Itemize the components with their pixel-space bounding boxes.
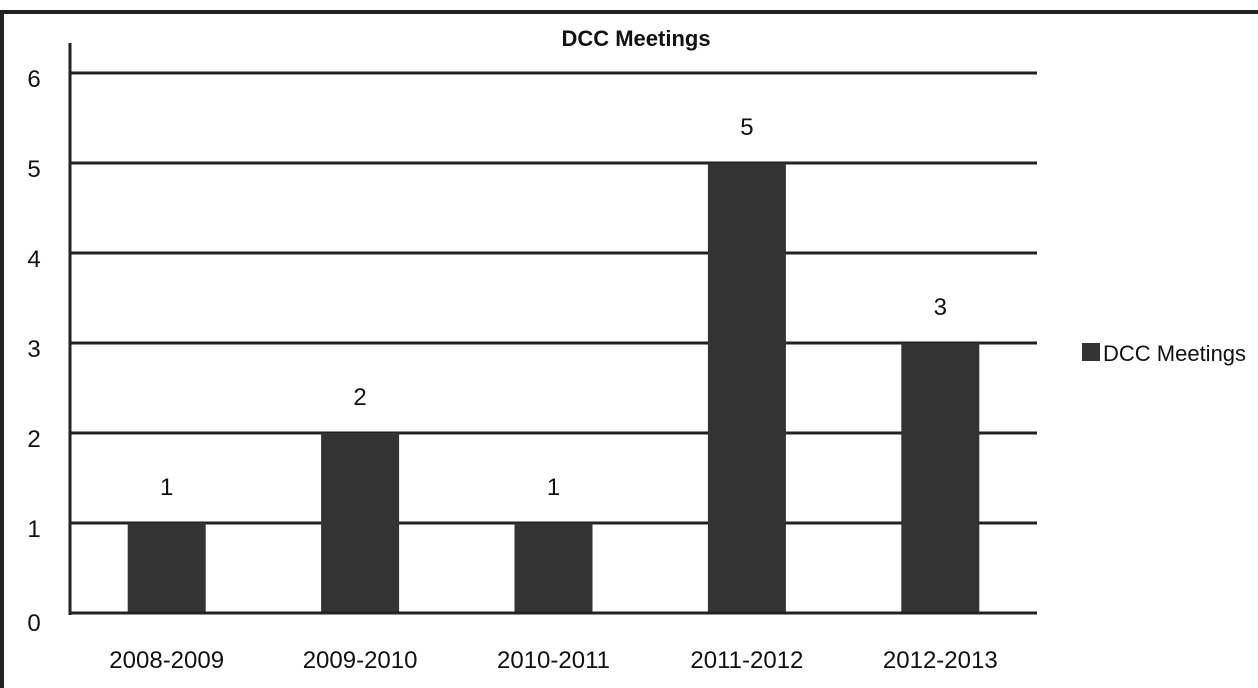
x-tick-labels: 2008-2009 2009-2010 2010-2011 2011-2012 2012… xyxy=(109,647,997,674)
chart-title: DCC Meetings xyxy=(561,26,710,51)
axes xyxy=(68,43,1037,615)
data-labels: 1 2 1 5 3 xyxy=(160,114,947,501)
data-label: 5 xyxy=(740,114,753,141)
grid-lines xyxy=(70,71,1037,525)
y-tick-label: 0 xyxy=(27,610,40,637)
y-tick-labels: 0 1 2 3 4 5 6 xyxy=(27,66,40,637)
bars xyxy=(127,163,980,613)
frame-border-left xyxy=(0,10,4,688)
y-tick-label: 3 xyxy=(27,336,40,363)
x-tick-label: 2012-2013 xyxy=(883,647,998,674)
y-tick-label: 5 xyxy=(27,156,40,183)
bar-2008-2009 xyxy=(127,523,206,613)
bar-2009-2010 xyxy=(321,433,400,613)
bar-2012-2013 xyxy=(901,343,980,613)
data-label: 3 xyxy=(934,294,947,321)
frame-border-top xyxy=(0,10,1258,14)
y-tick-label: 2 xyxy=(27,426,40,453)
data-label: 1 xyxy=(160,474,173,501)
x-tick-label: 2008-2009 xyxy=(109,647,224,674)
data-label: 1 xyxy=(547,474,560,501)
y-tick-label: 4 xyxy=(27,246,40,273)
bar-2010-2011 xyxy=(514,523,593,613)
y-tick-label: 6 xyxy=(27,66,40,93)
x-tick-label: 2011-2012 xyxy=(690,647,803,674)
x-tick-label: 2010-2011 xyxy=(497,647,610,674)
data-label: 2 xyxy=(353,384,366,411)
y-tick-label: 1 xyxy=(27,516,40,543)
legend-swatch xyxy=(1082,343,1100,361)
x-tick-label: 2009-2010 xyxy=(303,647,418,674)
bar-2011-2012 xyxy=(707,163,786,613)
legend-label: DCC Meetings xyxy=(1103,341,1246,366)
legend: DCC Meetings xyxy=(1082,341,1246,366)
